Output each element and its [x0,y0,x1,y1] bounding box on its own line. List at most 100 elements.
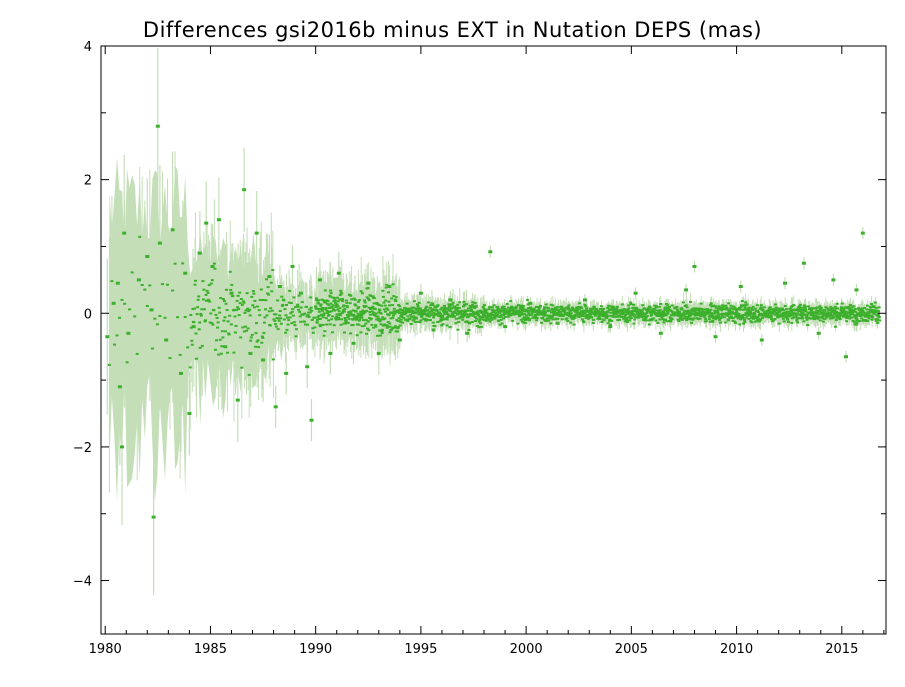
data-point [614,316,618,318]
data-point [212,309,216,312]
data-point [810,312,813,315]
data-point [376,315,380,318]
data-point [666,307,670,310]
data-point [480,312,484,314]
data-point [317,314,321,317]
data-point [668,316,672,319]
data-point [482,307,486,310]
data-point [709,302,713,305]
data-point [324,308,328,311]
data-point [288,289,292,292]
data-point [189,314,193,316]
data-point [739,306,743,309]
data-point [490,306,494,309]
data-point [764,315,768,318]
data-point [628,312,632,314]
data-point [327,307,331,309]
data-point [829,309,833,312]
data-point [451,301,455,304]
data-point [207,298,211,301]
data-point [377,304,381,306]
data-point [542,309,546,312]
data-point [291,308,295,311]
data-point [234,331,237,334]
data-point [537,309,541,312]
data-point [825,316,829,319]
data-point [479,315,483,318]
data-point [280,295,284,298]
data-point [737,313,741,315]
data-point [371,305,375,308]
data-point [722,305,726,308]
data-point [487,308,491,311]
data-point [740,304,743,307]
data-point [845,315,849,318]
data-point [772,308,776,311]
data-point [388,331,392,334]
data-point [825,307,829,310]
data-point [216,321,220,324]
data-point [372,326,376,329]
data-point [353,298,357,301]
data-point [247,373,251,376]
data-point [714,306,718,309]
data-point [330,318,334,321]
data-point [541,317,545,320]
data-point [416,305,420,308]
data-point [388,325,392,328]
data-point [413,300,416,303]
data-point [670,310,674,313]
data-point [601,309,605,312]
data-point [407,307,411,310]
data-point [359,312,363,315]
data-point [770,318,774,321]
data-point [383,317,387,320]
data-point [383,310,387,313]
data-point [712,312,716,315]
data-point [406,320,410,322]
data-point [611,315,615,318]
data-point [205,289,209,292]
data-point [330,306,334,309]
data-point [818,316,822,319]
data-point [214,348,217,351]
data-point [609,323,612,326]
data-point [544,311,547,314]
data-point [394,300,398,302]
data-point [235,299,239,302]
data-point [456,328,460,331]
data-point [457,321,461,323]
data-point [351,318,355,321]
data-point [742,314,746,317]
data-point [612,307,616,310]
data-point [769,308,773,311]
data-point [343,331,346,334]
data-point [219,297,223,299]
data-point [402,316,406,319]
data-point [605,317,609,320]
data-point [848,317,852,320]
data-point [145,305,149,307]
data-point [768,312,772,315]
data-point [802,306,806,309]
data-point [663,307,667,310]
data-point [821,320,825,323]
data-point [816,306,819,309]
data-point [566,308,570,311]
data-point [478,322,482,325]
data-point [183,316,187,318]
data-point [372,311,376,314]
data-point [161,283,164,286]
data-point [666,312,670,315]
data-point [196,306,200,309]
data-point [693,314,697,317]
data-point [352,314,356,317]
data-point [298,315,302,318]
data-point [559,313,563,316]
data-point [204,319,207,322]
data-point [466,309,470,312]
data-point [690,308,694,311]
data-point [337,310,341,313]
data-point [265,278,268,281]
data-point [836,307,839,310]
